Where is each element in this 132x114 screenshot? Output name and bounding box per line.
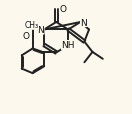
Text: N: N xyxy=(37,26,44,35)
Text: O: O xyxy=(22,32,29,41)
Text: O: O xyxy=(59,5,66,14)
Text: CH₃: CH₃ xyxy=(24,21,39,30)
Text: NH: NH xyxy=(62,41,75,50)
Text: N: N xyxy=(80,18,87,27)
